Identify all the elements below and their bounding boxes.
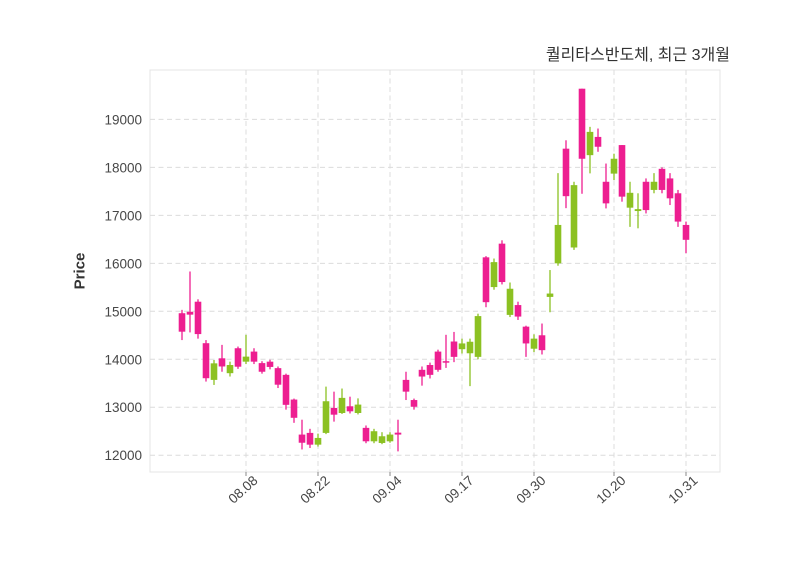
candle-body — [570, 185, 578, 248]
x-tick-label: 10.20 — [593, 473, 628, 507]
candle-body — [498, 243, 506, 283]
candle-body — [322, 401, 330, 433]
candle-body — [674, 193, 682, 222]
y-tick-label: 18000 — [104, 160, 142, 175]
candle-body — [370, 431, 378, 442]
candle-body — [330, 407, 338, 415]
candle-body — [410, 400, 418, 407]
candle-body — [594, 136, 602, 147]
candle-body — [250, 351, 258, 362]
candle-body — [490, 262, 498, 288]
candle-body — [450, 341, 458, 357]
candle-body — [274, 368, 282, 385]
candle-body — [338, 397, 346, 413]
candle-body — [266, 361, 274, 367]
x-tick-label: 09.17 — [441, 473, 476, 507]
candle-body — [474, 316, 482, 357]
candle-body — [666, 178, 674, 199]
candle-body — [586, 131, 594, 156]
candle-body — [522, 326, 530, 344]
candle-body — [626, 192, 634, 208]
x-tick-label: 08.22 — [297, 473, 332, 507]
candle-body — [402, 379, 410, 392]
plot-area — [149, 69, 721, 473]
candle-body — [226, 365, 234, 374]
candle-body — [642, 181, 650, 211]
x-tick-label: 08.08 — [225, 473, 260, 507]
candle-body — [306, 432, 314, 445]
candle-body — [386, 434, 394, 442]
candle-body — [298, 434, 306, 443]
candle-body — [202, 343, 210, 379]
candle-body — [210, 363, 218, 380]
candle-body — [290, 399, 298, 418]
candle-body — [618, 145, 626, 197]
candle-body — [554, 224, 562, 264]
candle-body — [682, 224, 690, 240]
candle-body — [546, 293, 554, 297]
candle-body — [258, 363, 266, 372]
candle-body — [426, 365, 434, 375]
candle-body — [578, 88, 586, 159]
x-tick-label: 10.31 — [665, 473, 700, 507]
candle-body — [482, 257, 490, 303]
y-tick-label: 13000 — [104, 400, 142, 415]
candle-body — [362, 427, 370, 442]
y-tick-label: 12000 — [104, 448, 142, 463]
candle-body — [650, 181, 658, 190]
candle-body — [178, 313, 186, 332]
candle-body — [434, 351, 442, 370]
candle-body — [194, 301, 202, 335]
candle-body — [186, 311, 194, 315]
x-tick-label: 09.30 — [513, 473, 548, 507]
candle-body — [466, 341, 474, 354]
candle-body — [218, 358, 226, 367]
x-tick-label: 09.04 — [369, 472, 405, 506]
candle-body — [346, 406, 354, 412]
candle-body — [378, 436, 386, 443]
candle-body — [314, 437, 322, 445]
chart-title: 퀄리타스반도체, 최근 3개월 — [545, 47, 730, 64]
candle-body — [442, 361, 450, 363]
candle-body — [562, 148, 570, 197]
candle-body — [538, 335, 546, 351]
candle-body — [394, 432, 402, 435]
candle-body — [658, 168, 666, 190]
candle-body — [602, 181, 610, 204]
candle-body — [418, 369, 426, 377]
candle-body — [282, 374, 290, 405]
candle-body — [234, 348, 242, 367]
y-tick-label: 14000 — [104, 352, 142, 367]
candle-body — [354, 404, 362, 413]
y-tick-label: 19000 — [104, 112, 142, 127]
y-tick-label: 17000 — [104, 208, 142, 223]
candle-body — [634, 209, 642, 212]
candle-body — [514, 305, 522, 317]
candle-body — [458, 343, 466, 350]
y-tick-label: 15000 — [104, 304, 142, 319]
candle-body — [530, 338, 538, 349]
candle-body — [506, 288, 514, 315]
candle-body — [242, 356, 250, 362]
y-tick-label: 16000 — [104, 256, 142, 271]
candle-body — [610, 158, 618, 174]
